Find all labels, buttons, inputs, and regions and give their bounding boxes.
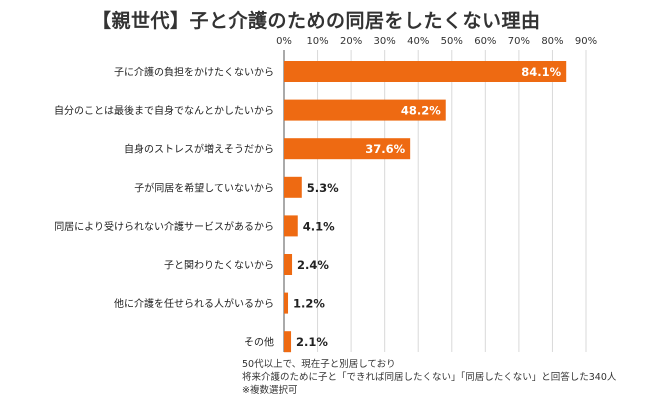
bar	[284, 99, 446, 121]
bar	[284, 61, 567, 82]
category-label: 子が同居を希望していないから	[134, 181, 274, 194]
data-label: 4.1%	[303, 219, 335, 233]
category-labels: 子に介護の負担をかけたくないから自分のことは最後まで自身でなんとかしたいから自身…	[54, 66, 274, 349]
bar	[284, 138, 411, 160]
category-label: 他に介護を任せられる人がいるから	[114, 297, 274, 310]
bars	[284, 61, 567, 353]
data-label: 2.1%	[296, 335, 328, 349]
category-label: 子に介護の負担をかけたくないから	[114, 66, 274, 79]
bar	[284, 215, 298, 237]
x-tick-label: 80%	[541, 36, 563, 47]
x-tick-label: 90%	[575, 36, 597, 47]
x-tick-label: 30%	[374, 36, 396, 47]
footnote-line: ※複数選択可	[242, 385, 298, 396]
footnote-line: 将来介護のために子と「できれば同居したくない」「同居したくない」と回答した340…	[242, 372, 617, 383]
category-label: 子と関わりたくないから	[164, 260, 274, 272]
bar	[284, 254, 293, 275]
x-tick-label: 50%	[441, 36, 463, 47]
x-tick-label: 10%	[306, 36, 328, 47]
bar	[284, 292, 289, 314]
gridlines	[283, 50, 587, 352]
value-labels: 84.1% 48.2% 37.6% 5.3% 4.1% 2.4% 1.2% 2.1%	[293, 65, 562, 349]
data-label: 37.6%	[365, 142, 405, 156]
category-label: 自身のストレスが増えそうだから	[124, 143, 274, 156]
data-label: 48.2%	[401, 104, 441, 118]
x-tick-label: 0%	[276, 36, 292, 47]
x-tick-label: 20%	[340, 36, 362, 47]
footnote: 50代以上で、現在子と別居しており 将来介護のために子と「できれば同居したくない…	[242, 358, 616, 397]
data-label: 84.1%	[521, 65, 561, 79]
footnote-line: 50代以上で、現在子と別居しており	[242, 359, 396, 370]
x-axis-ticks: 0% 10% 20% 30% 40% 50% 60% 70% 80% 90%	[276, 36, 597, 47]
data-label: 5.3%	[307, 181, 339, 195]
category-label: 自分のことは最後まで自身でなんとかしたいから	[54, 104, 274, 117]
data-label: 2.4%	[297, 258, 329, 272]
data-label: 1.2%	[293, 297, 325, 311]
x-tick-label: 70%	[508, 36, 530, 47]
bar	[284, 331, 292, 353]
x-tick-label: 40%	[407, 36, 429, 47]
x-tick-label: 60%	[474, 36, 496, 47]
bar	[284, 176, 302, 198]
category-label: その他	[244, 336, 274, 349]
category-label: 同居により受けられない介護サービスがあるから	[54, 220, 274, 233]
chart-title: 【親世代】子と介護のための同居をしたくない理由	[92, 10, 541, 32]
